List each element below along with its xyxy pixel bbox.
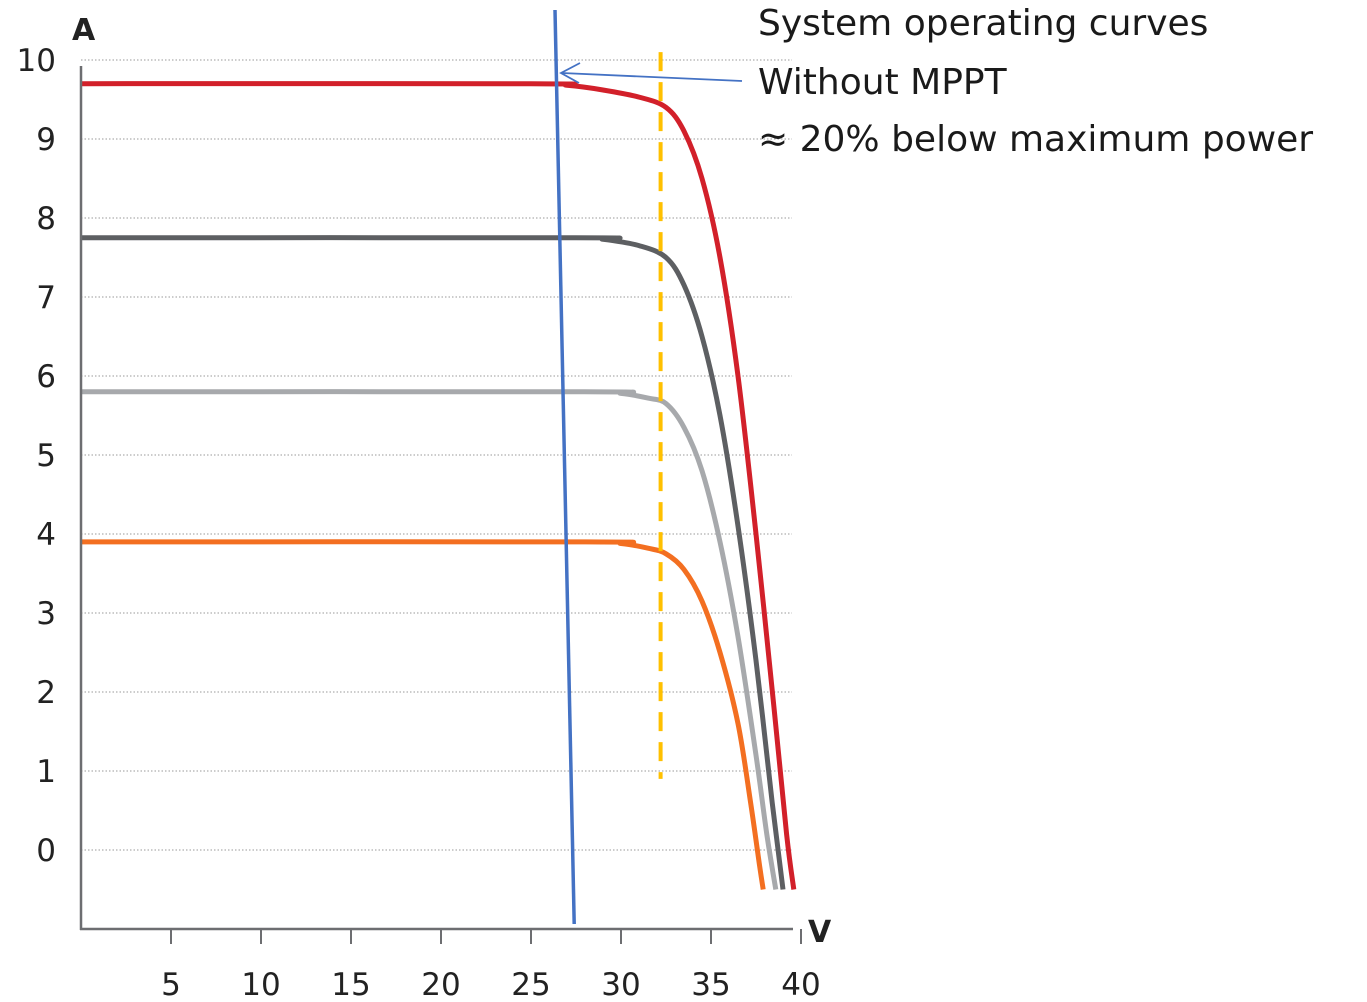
annotation-title: System operating curves: [758, 3, 1208, 44]
x-tick-label: 5: [161, 967, 181, 1002]
axes-group: A V: [72, 13, 832, 950]
series-line-2: [80, 389, 779, 890]
annotation-arrow-shaft: [561, 72, 743, 82]
x-tick-label: 20: [421, 967, 460, 1002]
annotation-without-mppt: Without MPPT: [758, 62, 1008, 103]
x-tick-label: 10: [241, 967, 280, 1002]
y-tick-label: 7: [36, 280, 56, 316]
x-tick-label: 25: [511, 967, 550, 1002]
curves-group: [80, 81, 797, 890]
series-line-3: [80, 539, 766, 890]
x-tick-label: 40: [781, 967, 820, 1002]
x-axis-title: V: [808, 915, 832, 950]
y-tick-label: 6: [36, 359, 56, 395]
y-tick-label: 10: [17, 43, 56, 79]
x-tick-label: 35: [691, 967, 730, 1002]
operating-line: [553, 9, 576, 925]
tick-labels: 0 1 2 3 4 5 6 7 8 9 10 5 10 15 20 25 30 35 40: [17, 43, 821, 1002]
series-line-1: [80, 235, 786, 890]
y-tick-label: 2: [36, 675, 56, 711]
annotation-power-loss: ≈ 20% below maximum power: [758, 119, 1313, 160]
y-tick-label: 8: [36, 201, 56, 237]
annotation-arrow-head: [559, 62, 581, 84]
x-tick-label: 15: [331, 967, 370, 1002]
y-tick-label: 5: [36, 438, 56, 474]
series-line-0: [80, 81, 797, 890]
reference-lines: [553, 9, 743, 925]
y-tick-label: 1: [36, 754, 56, 790]
y-tick-label: 4: [36, 517, 56, 553]
y-tick-label: 0: [36, 833, 56, 869]
annotations: System operating curves Without MPPT ≈ 2…: [758, 3, 1313, 160]
y-axis-title: A: [72, 13, 96, 48]
y-tick-label: 3: [36, 596, 56, 632]
x-tick-label: 30: [601, 967, 640, 1002]
y-tick-label: 9: [36, 122, 56, 158]
grid-lines: [81, 59, 792, 851]
